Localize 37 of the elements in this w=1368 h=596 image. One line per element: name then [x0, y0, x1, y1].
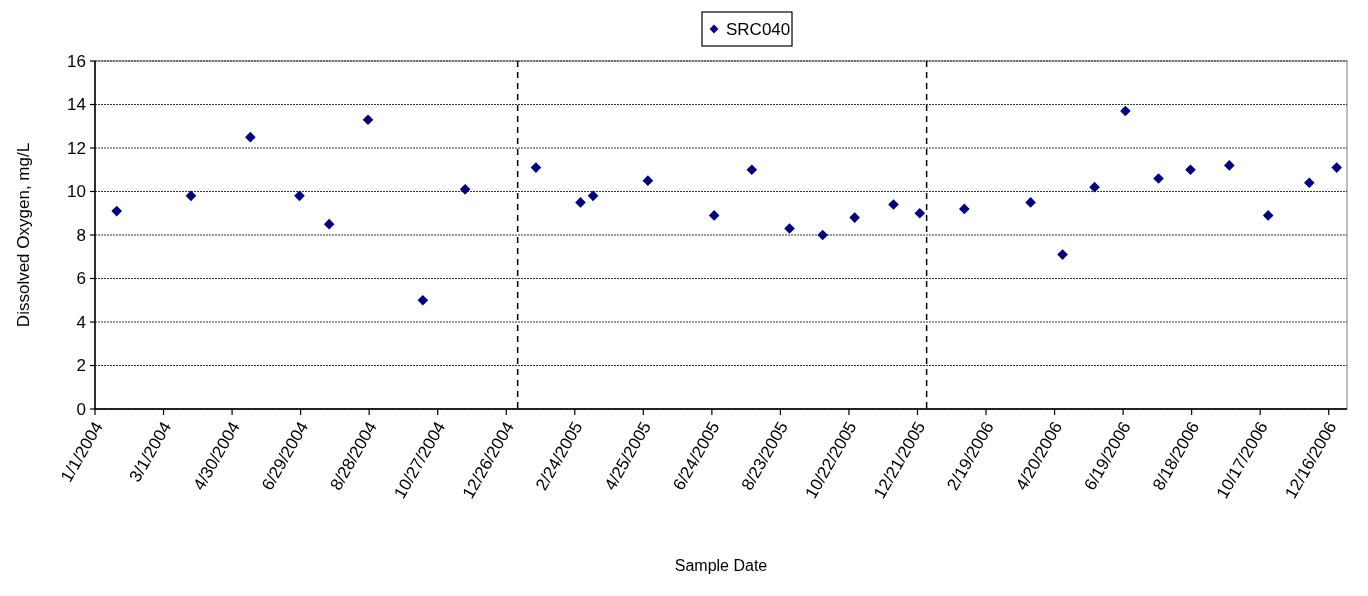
point — [784, 223, 795, 234]
point — [575, 197, 586, 208]
y-tick-label: 0 — [76, 399, 86, 419]
y-tick-label: 2 — [76, 356, 86, 376]
point — [1331, 162, 1343, 173]
point — [1025, 197, 1036, 208]
y-axis-title: Dissolved Oxygen, mg/L — [14, 142, 33, 328]
point — [362, 114, 374, 126]
point — [185, 190, 197, 202]
y-tick-label: 14 — [67, 95, 86, 115]
y-tick-label: 6 — [76, 269, 86, 289]
point — [417, 294, 429, 306]
point — [959, 203, 970, 215]
point — [323, 218, 335, 230]
point — [642, 175, 654, 186]
point — [849, 212, 860, 223]
point — [1185, 164, 1196, 176]
x-axis-title: Sample Date — [674, 557, 768, 574]
point — [1262, 210, 1274, 221]
y-tick-label: 8 — [76, 225, 86, 245]
y-tick-label: 12 — [67, 138, 86, 158]
legend-label: SRC040 — [726, 19, 791, 39]
point — [888, 199, 899, 210]
point — [1303, 177, 1315, 189]
point — [1057, 249, 1068, 260]
point — [708, 210, 720, 221]
point — [914, 207, 926, 219]
y-tick-label: 16 — [67, 51, 86, 71]
point — [1224, 160, 1235, 171]
point — [746, 164, 758, 176]
point — [459, 184, 471, 195]
point — [111, 205, 123, 217]
y-tick-label: 4 — [76, 312, 86, 332]
point — [245, 131, 256, 143]
point — [1153, 173, 1164, 184]
y-tick-label: 10 — [67, 182, 86, 202]
point — [587, 190, 599, 202]
